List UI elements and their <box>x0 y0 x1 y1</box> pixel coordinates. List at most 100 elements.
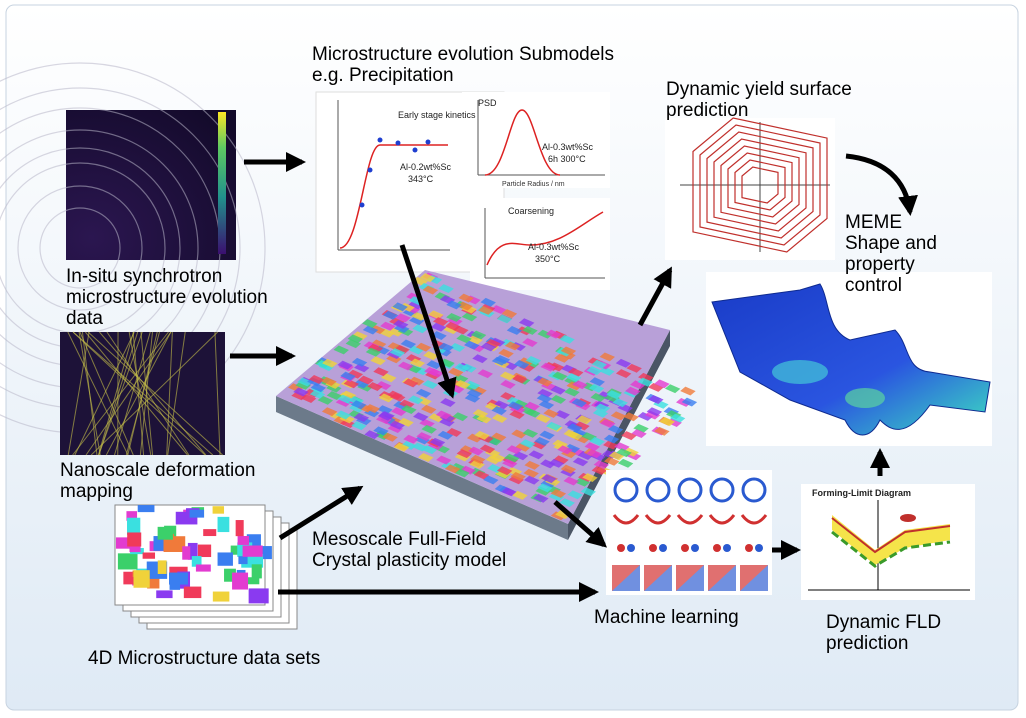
slip-line <box>81 331 98 456</box>
grain <box>522 326 538 335</box>
grain <box>648 382 664 392</box>
grain <box>626 363 642 373</box>
grain <box>599 352 616 362</box>
grain <box>377 405 393 415</box>
slip-line <box>97 331 135 456</box>
grain <box>464 393 481 403</box>
grain <box>408 345 424 355</box>
slip-line <box>98 331 207 456</box>
grain <box>409 316 425 326</box>
ml-moon <box>644 514 672 525</box>
grain <box>117 553 138 570</box>
grain <box>536 394 553 403</box>
grain <box>429 437 446 447</box>
grain <box>623 412 639 422</box>
inset-text: Al-0.3wt%Sc <box>528 242 580 252</box>
inset-text: Early stage kinetics <box>398 110 476 120</box>
grain <box>499 371 516 381</box>
grain <box>169 579 181 590</box>
grain <box>337 394 353 404</box>
grain <box>567 490 583 500</box>
label: prediction <box>826 633 908 654</box>
label: MEME <box>845 212 902 233</box>
grain <box>572 457 589 467</box>
grain <box>607 425 624 434</box>
grain <box>550 385 566 395</box>
grain <box>554 410 570 420</box>
grain <box>467 335 483 345</box>
slip-line <box>128 331 152 456</box>
grain <box>479 444 496 454</box>
grain <box>495 469 511 479</box>
grain <box>391 407 407 417</box>
grain <box>524 475 540 485</box>
slip-line <box>214 331 221 456</box>
grain <box>537 388 553 398</box>
grain <box>446 427 462 437</box>
grain <box>350 400 367 410</box>
grain <box>401 405 417 415</box>
grain <box>525 356 542 365</box>
ml-blob <box>691 544 699 552</box>
slip-line <box>67 331 90 456</box>
grain <box>559 334 575 344</box>
slip-line <box>98 331 139 456</box>
grain <box>546 421 562 431</box>
grain <box>440 398 456 407</box>
grain <box>403 378 419 388</box>
grain <box>476 414 492 424</box>
grain <box>473 470 490 480</box>
grain <box>537 377 553 387</box>
grain <box>545 329 562 339</box>
label: Microstructure evolution Submodels <box>312 44 614 65</box>
grain <box>393 442 410 452</box>
grain <box>382 432 398 442</box>
grain <box>157 526 173 540</box>
grain <box>235 520 244 537</box>
slip-line <box>106 331 190 456</box>
inset-text: 343°C <box>408 174 434 184</box>
slip-line <box>98 331 143 456</box>
grain <box>129 541 141 553</box>
grain <box>669 413 686 423</box>
grain <box>452 412 469 422</box>
nanoscale-image <box>60 331 225 456</box>
inset-text: PSD <box>478 98 497 108</box>
grain <box>127 532 142 547</box>
grain <box>540 362 556 372</box>
grain <box>612 398 628 408</box>
grain <box>637 377 653 387</box>
ml-region <box>740 565 768 591</box>
grain <box>480 342 497 352</box>
grain <box>195 564 211 572</box>
grain <box>461 312 478 322</box>
ring <box>17 185 143 311</box>
grain <box>580 487 596 497</box>
grain <box>560 346 577 356</box>
grain <box>591 359 608 369</box>
ml-region <box>708 565 736 591</box>
grain <box>449 343 466 352</box>
dataset-stack <box>114 504 298 630</box>
grain <box>568 367 584 377</box>
grain <box>351 357 368 367</box>
grain <box>421 424 437 434</box>
yield-loop <box>713 138 807 232</box>
grain <box>491 406 507 415</box>
grain <box>616 448 632 458</box>
grain <box>378 393 395 403</box>
grain <box>340 371 356 381</box>
grain <box>582 473 598 483</box>
ml-ring <box>741 477 767 503</box>
ml-blob <box>659 544 667 552</box>
grain <box>576 415 592 425</box>
grain <box>432 317 449 326</box>
ml-moon <box>676 514 704 525</box>
grain <box>523 468 539 478</box>
grain <box>654 379 670 389</box>
ml-ring <box>613 477 639 503</box>
grain <box>362 325 379 335</box>
grain <box>589 377 605 387</box>
grain <box>518 318 535 328</box>
